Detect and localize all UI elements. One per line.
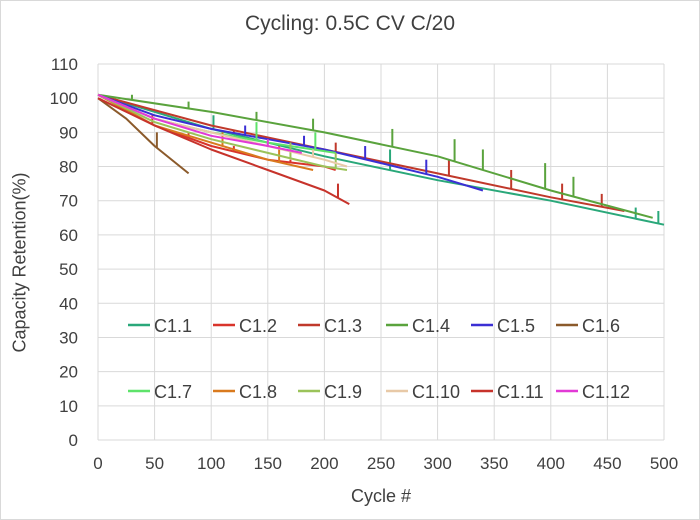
series-line-c1-12 [97, 93, 302, 154]
x-tick-label-200: 200 [310, 454, 338, 473]
y-tick-label-30: 30 [59, 328, 78, 347]
series-line-c1-11 [97, 97, 350, 205]
x-tick-label-400: 400 [537, 454, 565, 473]
y-tick-label-0: 0 [69, 431, 78, 450]
legend-label-c1-12: C1.12 [582, 382, 630, 402]
x-tick-label-100: 100 [197, 454, 225, 473]
legend-label-c1-5: C1.5 [497, 316, 535, 336]
x-tick-label-250: 250 [367, 454, 395, 473]
y-tick-label-80: 80 [59, 158, 78, 177]
x-tick-label-0: 0 [93, 454, 102, 473]
legend-label-c1-2: C1.2 [239, 316, 277, 336]
x-tick-label-500: 500 [650, 454, 678, 473]
x-tick-label-450: 450 [593, 454, 621, 473]
series-line-c1-4 [97, 93, 653, 219]
legend-label-c1-9: C1.9 [324, 382, 362, 402]
x-axis-label: Cycle # [350, 486, 412, 506]
y-tick-label-50: 50 [59, 260, 78, 279]
series-line-c1-3 [97, 93, 625, 212]
legend-label-c1-10: C1.10 [412, 382, 460, 402]
series-line-c1-5 [97, 93, 484, 192]
series-line-c1-9 [97, 93, 348, 171]
y-tick-label-20: 20 [59, 363, 78, 382]
y-tick-label-100: 100 [50, 89, 78, 108]
legend-label-c1-11: C1.11 [497, 382, 544, 402]
x-tick-label-50: 50 [145, 454, 164, 473]
y-tick-label-40: 40 [59, 294, 78, 313]
legend-label-c1-3: C1.3 [324, 316, 362, 336]
y-tick-label-90: 90 [59, 123, 78, 142]
series-line-c1-8 [97, 93, 314, 171]
y-tick-label-10: 10 [59, 397, 78, 416]
legend-label-c1-8: C1.8 [239, 382, 277, 402]
series-line-c1-6 [97, 97, 190, 175]
legend-label-c1-4: C1.4 [412, 316, 450, 336]
x-tick-label-350: 350 [480, 454, 508, 473]
y-tick-label-110: 110 [51, 55, 78, 74]
x-tick-label-300: 300 [423, 454, 451, 473]
y-tick-label-70: 70 [59, 192, 78, 211]
legend-label-c1-6: C1.6 [582, 316, 620, 336]
legend-label-c1-7: C1.7 [154, 382, 192, 402]
series-line-c1-1 [97, 93, 665, 226]
y-tick-label-60: 60 [59, 226, 78, 245]
chart-title: Cycling: 0.5C CV C/20 [244, 12, 456, 35]
legend-label-c1-1: C1.1 [154, 316, 192, 336]
x-tick-label-150: 150 [254, 454, 282, 473]
